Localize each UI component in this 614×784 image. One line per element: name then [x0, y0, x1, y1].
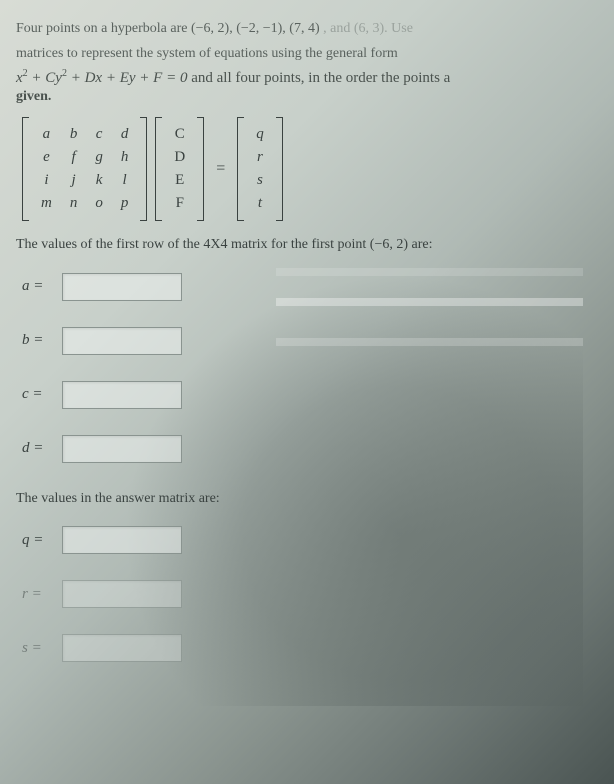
input-label: c =: [22, 386, 52, 403]
input-label: q =: [22, 532, 52, 549]
input-r[interactable]: [62, 580, 182, 608]
input-label: s =: [22, 640, 52, 657]
variable-vector: C D E F: [155, 117, 204, 221]
input-row-r: r =: [22, 580, 598, 608]
coefficient-matrix: abcd efgh ijkl mnop: [22, 117, 147, 221]
text: Four points on a hyperbola are: [16, 21, 191, 36]
problem-line-2: matrices to represent the system of equa…: [16, 43, 598, 64]
input-q[interactable]: [62, 526, 182, 554]
input-label: r =: [22, 586, 52, 603]
given-label: given.: [16, 89, 598, 105]
input-row-s: s =: [22, 634, 598, 662]
text: and all four points, in the order the po…: [187, 70, 450, 86]
equals-sign: =: [212, 160, 229, 178]
input-row-d: d =: [22, 435, 598, 463]
rhs-vector: q r s t: [237, 117, 283, 221]
input-s[interactable]: [62, 634, 182, 662]
input-row-q: q =: [22, 526, 598, 554]
problem-line-1: Four points on a hyperbola are (−6, 2), …: [16, 18, 598, 39]
input-row-a: a =: [22, 273, 598, 301]
input-c[interactable]: [62, 381, 182, 409]
equation-line: x2 + Cy2 + Dx + Ey + F = 0 and all four …: [16, 68, 598, 87]
input-a[interactable]: [62, 273, 182, 301]
points: (−6, 2), (−2, −1), (7, 4): [191, 21, 320, 36]
input-label: a =: [22, 278, 52, 295]
prompt-first-row: The values of the first row of the 4X4 m…: [16, 235, 598, 255]
input-label: d =: [22, 440, 52, 457]
prompt-answer-matrix: The values in the answer matrix are:: [16, 489, 598, 509]
input-b[interactable]: [62, 327, 182, 355]
matrix-equation: abcd efgh ijkl mnop C D E F = q r s t: [22, 117, 598, 221]
input-d[interactable]: [62, 435, 182, 463]
input-row-c: c =: [22, 381, 598, 409]
text-faded: , and (6, 3). Use: [323, 21, 413, 36]
input-label: b =: [22, 332, 52, 349]
input-row-b: b =: [22, 327, 598, 355]
